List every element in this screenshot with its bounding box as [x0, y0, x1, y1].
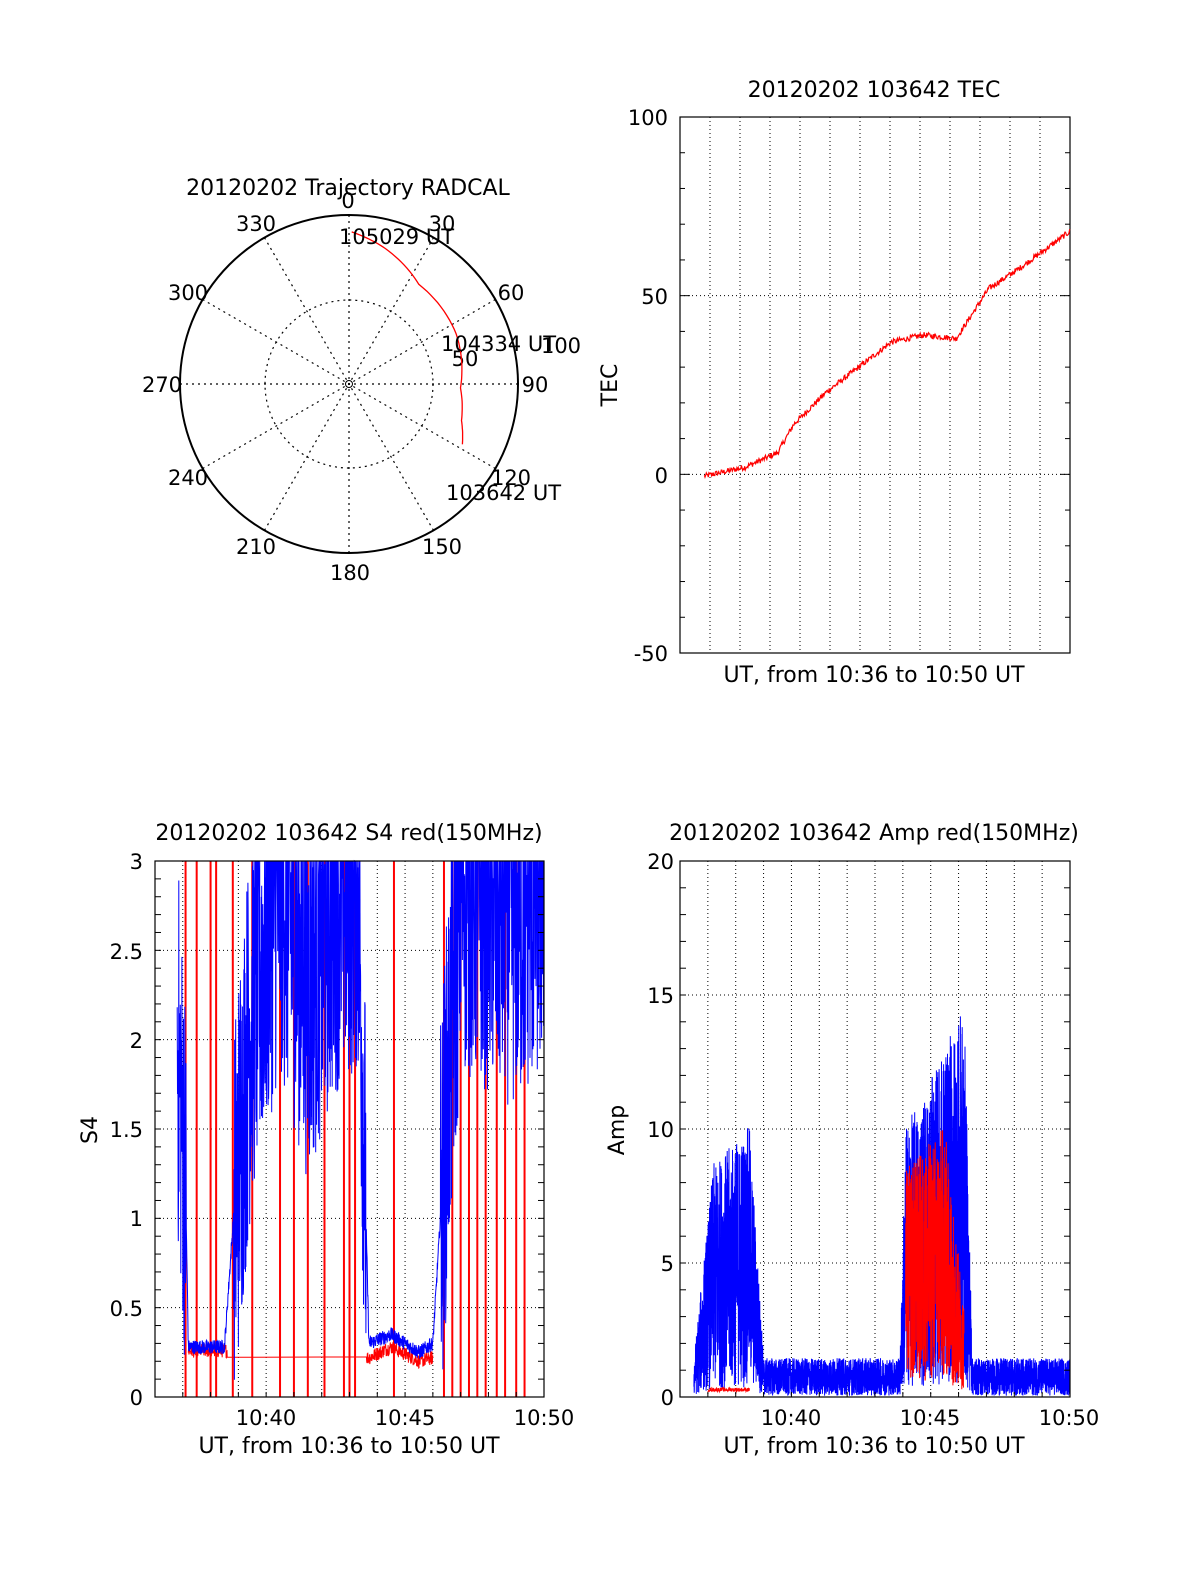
s4-ticks	[155, 860, 544, 1398]
amp-title: 20120202 103642 Amp red(150MHz)	[669, 821, 1079, 846]
tec-ticks	[680, 116, 1070, 654]
az-label-90: 90	[522, 373, 549, 397]
amp-xtick-1050: 10:50	[1039, 1406, 1100, 1430]
amp-ticks	[680, 860, 1070, 1398]
amp-data	[693, 1016, 1071, 1396]
tec-ytick-minus50: -50	[634, 642, 668, 666]
amp-ytick-20: 20	[647, 850, 674, 874]
trajectory-track-line	[351, 231, 464, 445]
s4-chart: 20120202 103642 S4 red(150MHz) 0 0.5 1 1…	[78, 821, 574, 1459]
amp-ytick-5: 5	[661, 1252, 674, 1276]
az-label-270: 270	[142, 373, 182, 397]
amp-blue-series-line	[693, 1016, 1071, 1396]
s4-title: 20120202 103642 S4 red(150MHz)	[155, 821, 542, 846]
amp-ytick-15: 15	[647, 984, 674, 1008]
polar-title: 20120202 Trajectory RADCAL	[186, 176, 510, 201]
polar-grid	[180, 215, 518, 553]
tec-ytick-0: 0	[655, 464, 668, 488]
az-label-60: 60	[498, 281, 525, 305]
track-label-103642: 103642 UT	[446, 481, 561, 505]
amp-xtick-1040: 10:40	[761, 1406, 822, 1430]
az-label-330: 330	[236, 212, 276, 236]
s4-blue-series-line	[176, 859, 545, 1380]
polar-outer-ring	[179, 214, 519, 554]
s4-ytick-0.5: 0.5	[110, 1297, 143, 1321]
az-label-150: 150	[422, 535, 462, 559]
amp-xlabel: UT, from 10:36 to 10:50 UT	[723, 1434, 1025, 1459]
track-label-105029: 105029 UT	[339, 225, 454, 249]
tec-plot-frame	[679, 116, 1071, 654]
s4-ytick-2: 2	[130, 1029, 143, 1053]
amp-chart: 20120202 103642 Amp red(150MHz) 0 5 10 1…	[605, 821, 1099, 1459]
tec-xlabel: UT, from 10:36 to 10:50 UT	[723, 663, 1025, 688]
ring-label-50: 50	[452, 347, 479, 371]
az-label-300: 300	[168, 281, 208, 305]
tec-ytick-50: 50	[641, 285, 668, 309]
s4-xtick-1050: 10:50	[514, 1406, 575, 1430]
polar-spoke-150	[263, 237, 435, 531]
amp-ytick-10: 10	[647, 1118, 674, 1142]
ring-label-100: 100	[541, 334, 581, 358]
tec-title: 20120202 103642 TEC	[748, 78, 1001, 103]
polar-inner-ring	[264, 299, 434, 469]
s4-ytick-0: 0	[130, 1386, 143, 1410]
tec-series-line	[703, 229, 1071, 479]
az-label-180: 180	[330, 561, 370, 585]
s4-xtick-1040: 10:40	[236, 1406, 297, 1430]
amp-xtick-1045: 10:45	[900, 1406, 961, 1430]
amp-ytick-0: 0	[661, 1386, 674, 1410]
az-label-0: 0	[341, 189, 354, 213]
amp-ylabel: Amp	[605, 1105, 630, 1155]
s4-ytick-1.5: 1.5	[110, 1118, 143, 1142]
tec-chart: 20120202 103642 TEC 100 50 0 -50 TEC UT,…	[598, 78, 1071, 688]
s4-ytick-3: 3	[130, 850, 143, 874]
az-label-210: 210	[236, 535, 276, 559]
s4-data	[176, 859, 545, 1397]
tec-ylabel: TEC	[598, 364, 623, 408]
tec-ytick-100: 100	[628, 106, 668, 130]
s4-xtick-1045: 10:45	[375, 1406, 436, 1430]
az-label-120: 120	[491, 466, 531, 490]
track-label-104334: 104334 UT	[441, 332, 556, 356]
polar-azimuth-labels: 0 30 60 90 120 150 180 210 240 270 300 3…	[142, 189, 548, 585]
s4-xlabel: UT, from 10:36 to 10:50 UT	[198, 1434, 500, 1459]
amp-red-series-line	[707, 1130, 965, 1394]
s4-ytick-2.5: 2.5	[110, 940, 143, 964]
az-label-240: 240	[168, 466, 208, 490]
s4-ytick-1: 1	[130, 1207, 143, 1231]
trajectory-polar-chart: 20120202 Trajectory RADCAL 0 30 60 90 12…	[142, 176, 581, 585]
polar-center	[345, 380, 353, 388]
amp-grid	[680, 861, 1070, 1397]
az-label-30: 30	[429, 212, 456, 236]
tec-grid	[680, 117, 1070, 653]
s4-ylabel: S4	[78, 1116, 103, 1144]
